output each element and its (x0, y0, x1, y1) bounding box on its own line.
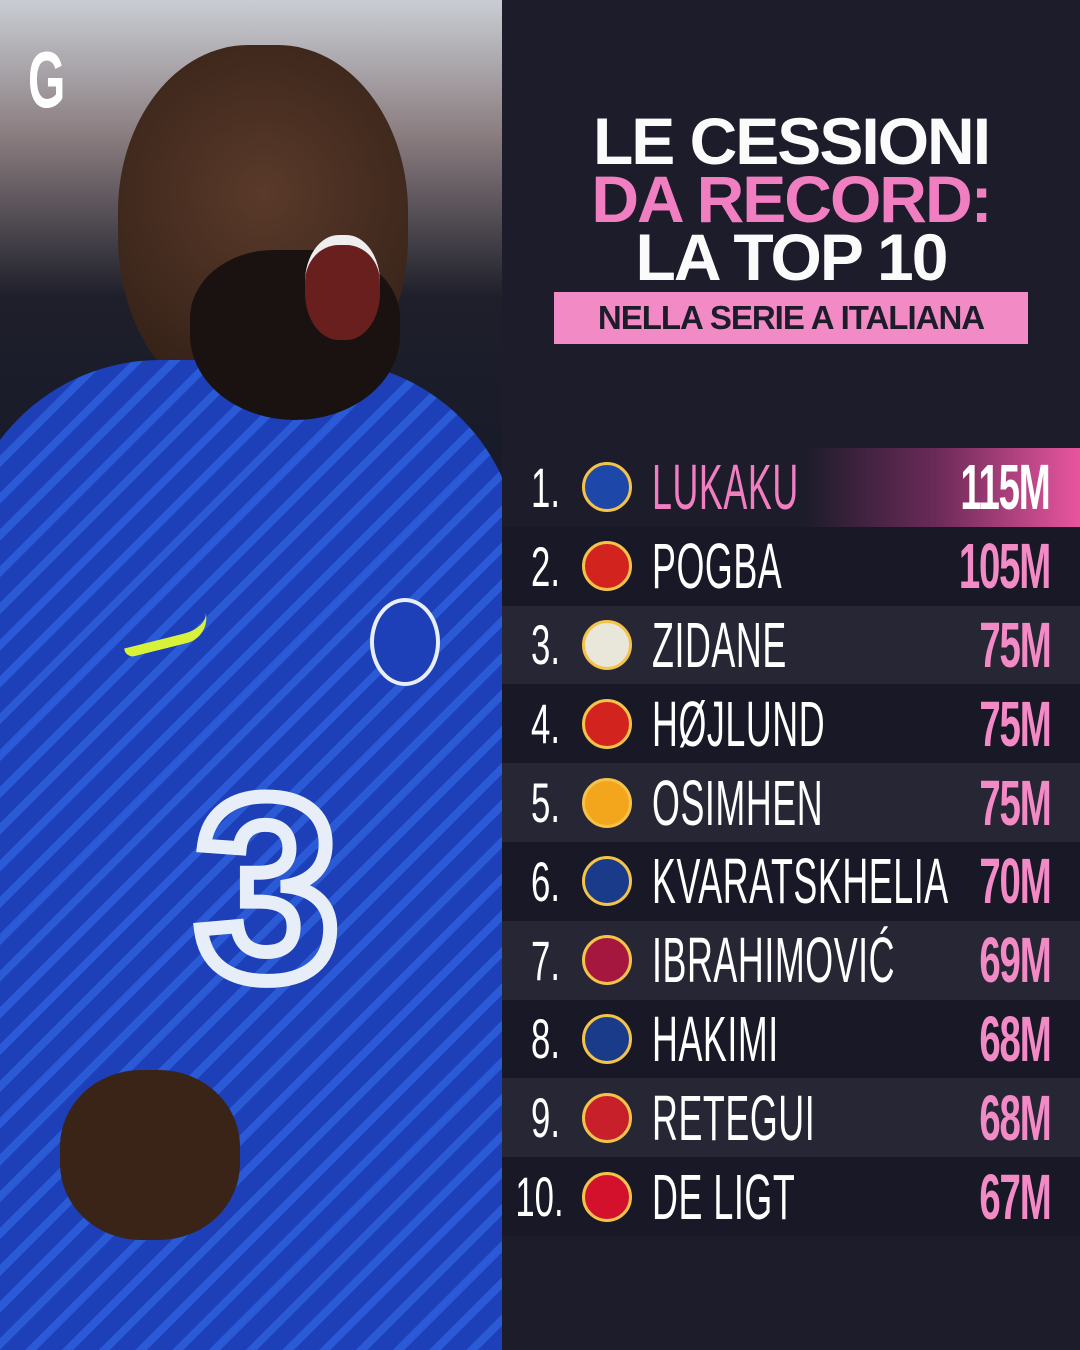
ranking-panel: LE CESSIONI DA RECORD: LA TOP 10 NELLA S… (502, 0, 1080, 1350)
player-name: IBRAHIMOVIĆ (652, 924, 896, 997)
rank-number: 10. (515, 1165, 564, 1229)
real-madrid-crest-icon (582, 619, 632, 670)
player-name: OSIMHEN (652, 766, 824, 839)
ranking-row: 5. OSIMHEN 75M (502, 763, 1080, 842)
transfer-fee: 75M (978, 687, 1051, 760)
transfer-fee: 68M (978, 1002, 1051, 1075)
player-name: HØJLUND (652, 687, 826, 760)
transfer-fee: 115M (960, 451, 1051, 524)
manchester-united-crest-icon (582, 698, 632, 749)
ranking-row: 6. KVARATSKHELIA 70M (502, 841, 1080, 921)
player-name: RETEGUI (652, 1081, 816, 1154)
rank-number: 6. (531, 849, 560, 913)
transfer-fee: 105M (958, 530, 1051, 603)
player-name: LUKAKU (652, 451, 799, 524)
ranking-row: 9. RETEGUI 68M (502, 1078, 1080, 1158)
manchester-united-crest-icon (582, 541, 632, 592)
player-name: DE LIGT (652, 1160, 796, 1233)
galatasaray-crest-icon (582, 777, 632, 828)
rank-number: 4. (531, 692, 560, 756)
psg-crest-icon (582, 1013, 632, 1064)
ranking-row: 7. IBRAHIMOVIĆ 69M (502, 920, 1080, 1000)
player-name: POGBA (652, 530, 783, 603)
ranking-list: 1. LUKAKU 115M 2. POGBA 105M 3. ZIDANE 75M… (502, 448, 1080, 1236)
sponsor-logo-icon: 3 (188, 737, 347, 1041)
ranking-row: 2. POGBA 105M (502, 526, 1080, 606)
ranking-row: 8. HAKIMI 68M (502, 999, 1080, 1079)
player-fist (60, 1070, 240, 1240)
ranking-row: 4. HØJLUND 75M (502, 684, 1080, 764)
title-line-3: LA TOP 10 (635, 220, 949, 294)
player-photo: 3 (0, 0, 502, 1350)
rank-number: 8. (531, 1007, 560, 1071)
transfer-fee: 75M (978, 608, 1051, 681)
transfer-fee: 68M (978, 1081, 1051, 1154)
rank-number: 5. (531, 771, 560, 835)
rank-number: 1. (531, 455, 560, 519)
player-name: KVARATSKHELIA (652, 845, 949, 918)
player-name: ZIDANE (652, 608, 787, 681)
psg-crest-icon (582, 856, 632, 907)
ranking-row: 1. LUKAKU 115M (502, 448, 1080, 527)
rank-number: 2. (531, 534, 560, 598)
bayern-munich-crest-icon (582, 1171, 632, 1222)
ranking-row: 3. ZIDANE 75M (502, 605, 1080, 685)
rank-number: 3. (531, 613, 560, 677)
ranking-row: 10. DE LIGT 67M (502, 1157, 1080, 1236)
player-jersey (0, 360, 502, 1350)
brand-logo: G (28, 35, 66, 124)
rank-number: 7. (531, 928, 560, 992)
rank-number: 9. (531, 1086, 560, 1150)
transfer-fee: 70M (978, 845, 1051, 918)
transfer-fee: 67M (978, 1160, 1051, 1233)
al-qadsiah-crest-icon (582, 1092, 632, 1143)
chelsea-crest-icon (370, 598, 440, 686)
player-name: HAKIMI (652, 1002, 779, 1075)
player-mouth (305, 235, 380, 340)
transfer-fee: 75M (978, 766, 1051, 839)
chelsea-crest-icon (582, 462, 632, 513)
transfer-fee: 69M (978, 924, 1051, 997)
barcelona-crest-icon (582, 935, 632, 986)
subtitle-badge: NELLA SERIE A ITALIANA (554, 292, 1028, 344)
title-line-2: DA RECORD: (591, 162, 992, 236)
title-line-1: LE CESSIONI (592, 104, 991, 178)
